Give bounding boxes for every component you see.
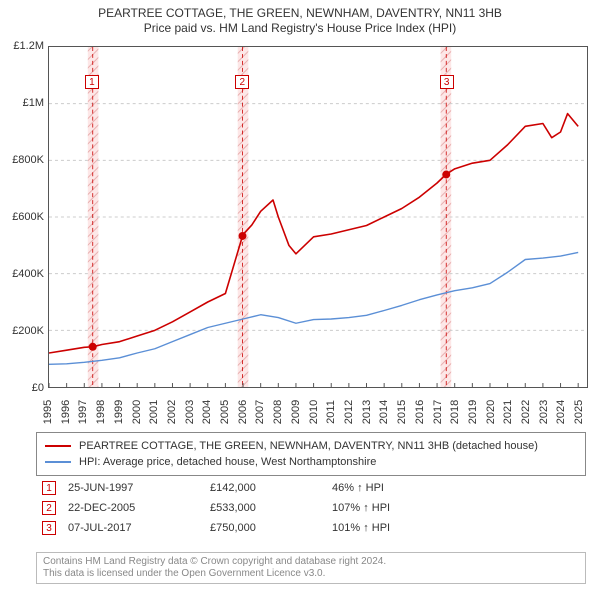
sale-marker-box: 2	[235, 75, 249, 89]
sales-hpi-2: 107% ↑ HPI	[332, 502, 586, 514]
sales-date-1: 25-JUN-1997	[68, 482, 198, 494]
legend-swatch-hpi	[45, 461, 71, 463]
legend-label-hpi: HPI: Average price, detached house, West…	[79, 456, 376, 468]
sale-marker-box: 1	[85, 75, 99, 89]
chart-titles: PEARTREE COTTAGE, THE GREEN, NEWNHAM, DA…	[0, 0, 600, 36]
chart-container: PEARTREE COTTAGE, THE GREEN, NEWNHAM, DA…	[0, 0, 600, 590]
x-tick-label: 2018	[449, 397, 461, 427]
sales-row-3: 3 07-JUL-2017 £750,000 101% ↑ HPI	[36, 518, 586, 538]
x-tick-label: 1996	[60, 397, 72, 427]
y-tick-label: £400K	[12, 268, 44, 280]
x-tick-label: 2011	[325, 397, 337, 427]
x-tick-label: 2006	[237, 397, 249, 427]
x-tick-label: 2005	[219, 397, 231, 427]
legend: PEARTREE COTTAGE, THE GREEN, NEWNHAM, DA…	[36, 432, 586, 476]
sale-marker-box: 3	[440, 75, 454, 89]
sales-hpi-3: 101% ↑ HPI	[332, 522, 586, 534]
sales-date-3: 07-JUL-2017	[68, 522, 198, 534]
y-tick-label: £0	[32, 382, 44, 394]
x-tick-label: 2015	[396, 397, 408, 427]
chart-title-line2: Price paid vs. HM Land Registry's House …	[0, 21, 600, 36]
plot-area	[48, 46, 588, 388]
y-tick-label: £1.2M	[13, 40, 44, 52]
footer-line1: Contains HM Land Registry data © Crown c…	[43, 556, 579, 568]
x-tick-label: 2009	[290, 397, 302, 427]
x-tick-label: 2021	[502, 397, 514, 427]
x-tick-label: 2019	[467, 397, 479, 427]
x-tick-label: 2024	[555, 397, 567, 427]
y-tick-label: £600K	[12, 211, 44, 223]
sales-marker-2: 2	[42, 501, 56, 515]
sales-price-1: £142,000	[210, 482, 320, 494]
sales-row-2: 2 22-DEC-2005 £533,000 107% ↑ HPI	[36, 498, 586, 518]
sales-marker-3: 3	[42, 521, 56, 535]
chart-title-line1: PEARTREE COTTAGE, THE GREEN, NEWNHAM, DA…	[0, 6, 600, 21]
sales-price-2: £533,000	[210, 502, 320, 514]
x-tick-label: 2003	[184, 397, 196, 427]
sales-price-3: £750,000	[210, 522, 320, 534]
x-tick-label: 1998	[95, 397, 107, 427]
y-tick-label: £200K	[12, 325, 44, 337]
x-tick-label: 2007	[254, 397, 266, 427]
legend-row-hpi: HPI: Average price, detached house, West…	[45, 454, 577, 470]
x-tick-label: 2008	[272, 397, 284, 427]
legend-row-property: PEARTREE COTTAGE, THE GREEN, NEWNHAM, DA…	[45, 438, 577, 454]
x-tick-label: 2023	[538, 397, 550, 427]
x-tick-label: 2020	[485, 397, 497, 427]
x-tick-label: 2016	[414, 397, 426, 427]
x-tick-label: 2004	[201, 397, 213, 427]
x-tick-label: 2013	[361, 397, 373, 427]
x-tick-label: 2010	[308, 397, 320, 427]
x-tick-label: 1997	[77, 397, 89, 427]
x-tick-label: 2017	[432, 397, 444, 427]
y-tick-label: £800K	[12, 154, 44, 166]
x-tick-label: 2014	[378, 397, 390, 427]
sales-marker-1: 1	[42, 481, 56, 495]
sales-table: 1 25-JUN-1997 £142,000 46% ↑ HPI 2 22-DE…	[36, 478, 586, 538]
x-tick-label: 2022	[520, 397, 532, 427]
x-tick-label: 1995	[42, 397, 54, 427]
plot-svg	[49, 47, 587, 387]
x-tick-label: 2000	[131, 397, 143, 427]
footer-note: Contains HM Land Registry data © Crown c…	[36, 552, 586, 584]
x-tick-label: 2002	[166, 397, 178, 427]
x-tick-label: 2025	[573, 397, 585, 427]
legend-swatch-property	[45, 445, 71, 447]
sales-row-1: 1 25-JUN-1997 £142,000 46% ↑ HPI	[36, 478, 586, 498]
y-tick-label: £1M	[23, 97, 44, 109]
legend-label-property: PEARTREE COTTAGE, THE GREEN, NEWNHAM, DA…	[79, 440, 538, 452]
footer-line2: This data is licensed under the Open Gov…	[43, 568, 579, 580]
sales-date-2: 22-DEC-2005	[68, 502, 198, 514]
x-tick-label: 1999	[113, 397, 125, 427]
x-tick-label: 2001	[148, 397, 160, 427]
sales-hpi-1: 46% ↑ HPI	[332, 482, 586, 494]
x-tick-label: 2012	[343, 397, 355, 427]
